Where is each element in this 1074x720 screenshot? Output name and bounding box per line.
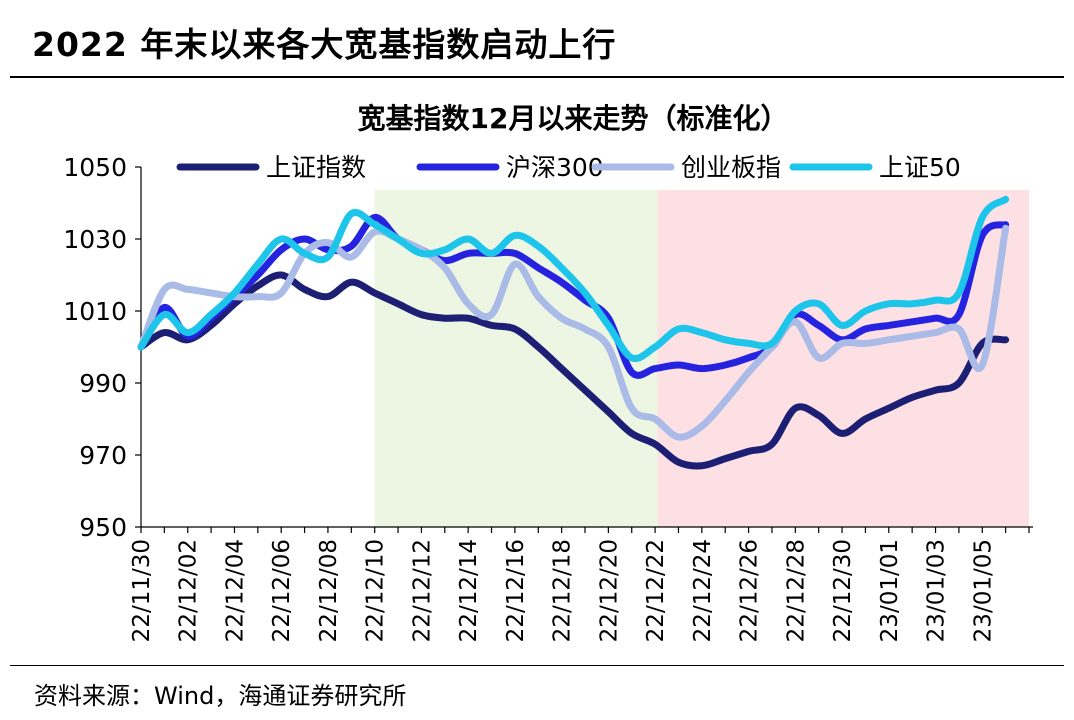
shaded-region-1 (657, 190, 1029, 527)
y-tick-label-5: 1050 (63, 153, 127, 182)
x-tick-label-3: 22/12/06 (269, 539, 295, 642)
line-chart: 宽基指数12月以来走势（标准化） 上证指数 沪深300 创业板指 上证50 950 97… (63, 102, 1033, 642)
chart-legend: 上证指数 沪深300 创业板指 上证50 (176, 153, 961, 182)
y-axis-tick-labels: 950 970 990 1010 1030 1050 (63, 153, 127, 542)
x-tick-label-17: 23/01/03 (924, 539, 950, 642)
legend-label-0: 上证指数 (266, 153, 366, 182)
x-tick-label-7: 22/12/14 (456, 539, 482, 642)
x-tick-label-18: 23/01/05 (970, 539, 996, 642)
chart-title: 宽基指数12月以来走势（标准化） (358, 102, 789, 135)
series-line-2 (137, 224, 1010, 441)
x-tick-label-4: 22/12/08 (316, 539, 342, 642)
legend-label-2: 创业板指 (681, 153, 781, 182)
top-divider (10, 76, 1064, 78)
x-tick-label-11: 22/12/22 (643, 539, 669, 642)
x-tick-label-15: 22/12/30 (830, 539, 856, 642)
x-tick-label-13: 22/12/26 (737, 539, 763, 642)
x-tick-label-16: 23/01/01 (877, 539, 903, 642)
x-tick-label-5: 22/12/10 (363, 539, 389, 642)
y-tick-label-2: 990 (79, 369, 127, 398)
y-tick-label-1: 970 (79, 441, 127, 470)
x-axis-tick-labels: 22/11/30 22/12/02 22/12/04 22/12/06 22/12/08… (129, 539, 996, 642)
shaded-regions (374, 190, 1029, 527)
y-tick-label-0: 950 (79, 513, 127, 542)
series-line-1 (137, 213, 1010, 379)
x-tick-label-9: 22/12/18 (550, 539, 576, 642)
source-note: 资料来源：Wind，海通证券研究所 (34, 682, 407, 710)
x-tick-label-1: 22/12/02 (176, 539, 202, 642)
series-line-0 (137, 271, 1010, 470)
bottom-divider (10, 665, 1064, 666)
y-tick-label-3: 1010 (63, 297, 127, 326)
legend-label-3: 上证50 (879, 153, 961, 182)
x-tick-label-6: 22/12/12 (409, 539, 435, 642)
x-tick-label-14: 22/12/28 (783, 539, 809, 642)
page-heading: 2022 年末以来各大宽基指数启动上行 (32, 25, 617, 64)
x-tick-label-8: 22/12/16 (503, 539, 529, 642)
x-tick-label-2: 22/12/04 (222, 539, 248, 642)
series-lines (137, 195, 1010, 470)
y-tick-label-4: 1030 (63, 225, 127, 254)
legend-label-1: 沪深300 (506, 153, 604, 182)
x-tick-label-10: 22/12/20 (596, 539, 622, 642)
x-tick-label-0: 22/11/30 (129, 539, 155, 642)
x-tick-label-12: 22/12/24 (690, 539, 716, 642)
series-line-3 (137, 195, 1010, 363)
